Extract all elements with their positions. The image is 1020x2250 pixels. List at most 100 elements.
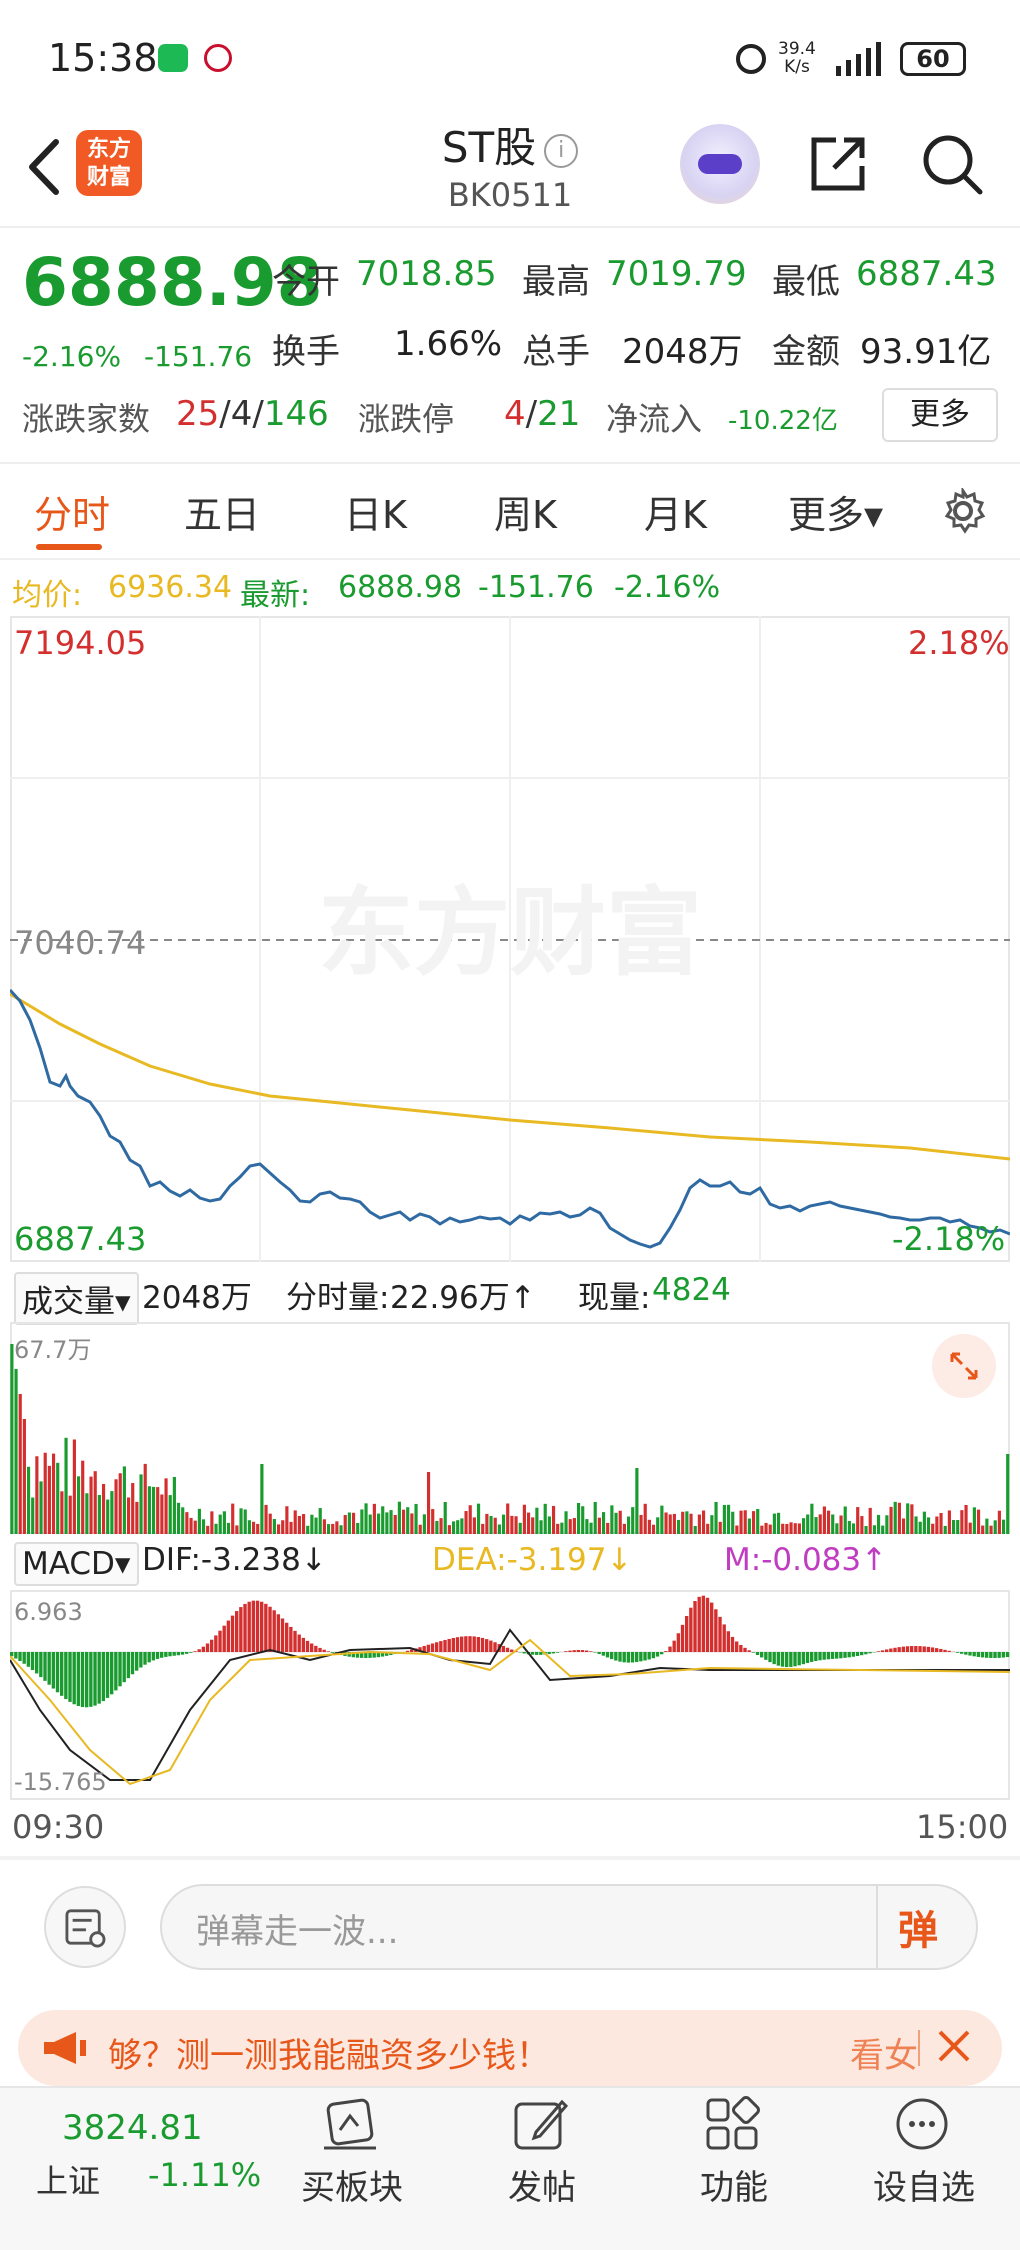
macd-bar (589, 1651, 593, 1652)
add-watchlist-button[interactable]: 设自选 (873, 2168, 975, 2208)
danmaku-send-button[interactable] (876, 1884, 978, 1970)
danmaku-placeholder: 弹幕走一波... (196, 1912, 399, 1952)
volume-bar (639, 1514, 643, 1534)
macd-bar (885, 1649, 889, 1652)
macd-bar (214, 1635, 218, 1652)
volume-bar (597, 1517, 601, 1534)
tab-five-day[interactable]: 五日 (184, 493, 261, 537)
macd-indicator-select[interactable]: MACD▾ (14, 1542, 139, 1586)
functions-button[interactable]: 功能 (700, 2168, 768, 2208)
macd-bar (630, 1652, 635, 1663)
promo-separator (918, 2030, 920, 2066)
more-button[interactable]: 更多 (882, 388, 998, 442)
search-icon[interactable] (920, 132, 984, 196)
macd-bar (189, 1652, 193, 1653)
macd-bar (530, 1652, 535, 1655)
macd-bar (601, 1652, 606, 1656)
volume-bar (693, 1525, 697, 1534)
volume-bar (326, 1524, 331, 1534)
limit-counts: 4/21 (504, 394, 580, 434)
functions-icon[interactable] (700, 2094, 764, 2154)
index-name[interactable]: 上证 (36, 2162, 101, 2200)
macd-bar (897, 1647, 901, 1652)
buy-sector-icon[interactable] (318, 2094, 382, 2154)
macd-bar (260, 1601, 264, 1652)
post-button[interactable]: 发帖 (508, 2168, 576, 2208)
eastmoney-logo[interactable]: 东方 财富 (76, 130, 142, 196)
volume-bar (289, 1521, 293, 1534)
volume-bar (631, 1507, 635, 1534)
macd-bar (472, 1636, 476, 1652)
macd-bar (818, 1652, 822, 1661)
volume-bar (814, 1517, 818, 1534)
macd-chart[interactable] (10, 1590, 1010, 1800)
macd-bar (930, 1647, 935, 1652)
buy-sector-button[interactable]: 买板块 (301, 2168, 403, 2208)
macd-bar (730, 1636, 735, 1652)
volume-bar (789, 1522, 793, 1534)
volume-bar (726, 1504, 731, 1534)
macd-bar (876, 1651, 881, 1652)
expand-icon[interactable] (932, 1334, 996, 1398)
share-icon[interactable] (806, 132, 870, 196)
promo-banner[interactable] (18, 2010, 1002, 2086)
danmaku-settings-icon[interactable] (44, 1886, 126, 1968)
tab-daily-k[interactable]: 日K (344, 493, 407, 537)
volume-bar (347, 1512, 351, 1534)
macd-bar (330, 1652, 335, 1653)
macd-bar (835, 1652, 839, 1659)
macd-bar (451, 1637, 456, 1652)
volume-bar (206, 1525, 210, 1534)
tab-monthly-k[interactable]: 月K (644, 493, 707, 537)
index-value[interactable]: 3824.81 (62, 2108, 203, 2148)
volume-bar (143, 1463, 147, 1534)
high-label: 最高 (522, 262, 590, 302)
post-icon[interactable] (508, 2094, 572, 2154)
volume-bar (714, 1501, 718, 1534)
volume-indicator-select[interactable]: 成交量▾ (14, 1272, 139, 1325)
macd-bar (1005, 1652, 1010, 1658)
macd-bar (510, 1649, 514, 1652)
close-icon[interactable] (936, 2028, 972, 2064)
volume-bar (151, 1486, 156, 1534)
title-text: ST股 (441, 123, 537, 172)
back-arrow-icon[interactable] (20, 132, 70, 202)
macd-bar (218, 1630, 222, 1652)
macd-bar (664, 1651, 668, 1652)
watermark: 东方财富 (318, 877, 702, 989)
volume-bar (593, 1501, 597, 1534)
macd-bar (164, 1652, 168, 1657)
index-percent[interactable]: -1.11% (148, 2156, 262, 2194)
volume-bar (685, 1511, 689, 1534)
volume-bar (156, 1487, 160, 1534)
volume-bar (222, 1511, 226, 1534)
macd-dif: DIF:-3.238↓ (142, 1542, 327, 1578)
tab-intraday[interactable]: 分时 (34, 493, 111, 537)
volume-bar (964, 1504, 968, 1534)
updown-counts: 25/4/146 (176, 394, 329, 434)
macd-bar (593, 1652, 597, 1653)
info-icon[interactable]: i (544, 133, 579, 168)
macd-bar (839, 1652, 843, 1659)
macd-bar (143, 1652, 147, 1665)
volume-bar (968, 1522, 972, 1534)
gear-icon[interactable] (940, 488, 986, 534)
add-watchlist-icon[interactable] (890, 2094, 954, 2154)
volume-bar (722, 1504, 726, 1534)
macd-bar (135, 1652, 139, 1671)
macd-bar (310, 1643, 314, 1652)
macd-bar (443, 1639, 447, 1652)
volume-bar (114, 1479, 118, 1534)
volume-bar (747, 1518, 751, 1534)
volume-bar (56, 1462, 60, 1534)
tick-volume-label: 分时量: (286, 1280, 390, 1316)
macd-bar (726, 1631, 731, 1652)
tab-more[interactable]: 更多▾ (788, 493, 884, 537)
macd-bar (605, 1652, 610, 1658)
danmaku-input[interactable] (160, 1884, 978, 1970)
promo-action[interactable]: 看女 (850, 2036, 918, 2076)
tab-weekly-k[interactable]: 周K (494, 493, 557, 537)
ai-assistant-icon[interactable] (680, 124, 760, 204)
volume-bar (214, 1523, 218, 1534)
promo-text[interactable]: 够？测一测我能融资多少钱！ (108, 2036, 550, 2076)
